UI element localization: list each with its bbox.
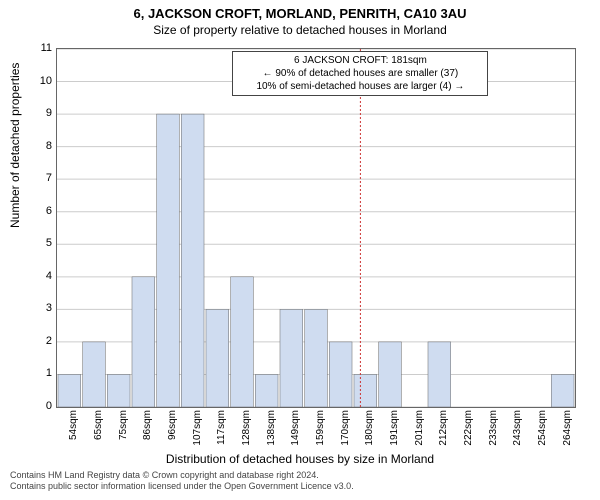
- bar: [428, 342, 451, 407]
- x-tick: 75sqm: [118, 410, 129, 440]
- y-tick: 10: [40, 75, 52, 87]
- x-axis-label: Distribution of detached houses by size …: [0, 452, 600, 466]
- bar: [58, 374, 81, 407]
- x-tick: 107sqm: [192, 410, 203, 446]
- annotation-line2: ← 90% of detached houses are smaller (37…: [237, 67, 483, 80]
- footer-attribution: Contains HM Land Registry data © Crown c…: [10, 470, 354, 492]
- bar: [354, 374, 377, 407]
- bar: [379, 342, 402, 407]
- annotation-line3: 10% of semi-detached houses are larger (…: [237, 80, 483, 93]
- bar: [157, 114, 180, 407]
- bar: [551, 374, 574, 407]
- y-tick: 5: [46, 237, 52, 249]
- bar: [206, 309, 229, 407]
- x-tick: 222sqm: [463, 410, 474, 446]
- y-tick: 2: [46, 335, 52, 347]
- y-tick: 3: [46, 302, 52, 314]
- bar: [329, 342, 352, 407]
- bar: [280, 309, 303, 407]
- x-tick: 243sqm: [512, 410, 523, 446]
- bar: [132, 277, 155, 407]
- x-tick: 233sqm: [488, 410, 499, 446]
- x-tick: 128sqm: [241, 410, 252, 446]
- x-tick: 170sqm: [340, 410, 351, 446]
- y-tick: 8: [46, 140, 52, 152]
- x-tick: 54sqm: [68, 410, 79, 440]
- y-tick: 9: [46, 107, 52, 119]
- x-tick: 159sqm: [315, 410, 326, 446]
- x-tick: 191sqm: [389, 410, 400, 446]
- bar: [181, 114, 204, 407]
- y-tick: 1: [46, 367, 52, 379]
- y-tick: 0: [46, 400, 52, 412]
- y-axis-label: Number of detached properties: [8, 63, 22, 228]
- x-tick: 264sqm: [562, 410, 573, 446]
- y-tick: 7: [46, 172, 52, 184]
- y-tick: 6: [46, 205, 52, 217]
- chart-title: 6, JACKSON CROFT, MORLAND, PENRITH, CA10…: [0, 0, 600, 21]
- chart-subtitle: Size of property relative to detached ho…: [0, 21, 600, 41]
- x-tick: 212sqm: [438, 410, 449, 446]
- annotation-line1: 6 JACKSON CROFT: 181sqm: [237, 54, 483, 67]
- bar: [231, 277, 254, 407]
- x-tick: 180sqm: [364, 410, 375, 446]
- bar: [255, 374, 278, 407]
- footer-line2: Contains public sector information licen…: [10, 481, 354, 492]
- footer-line1: Contains HM Land Registry data © Crown c…: [10, 470, 354, 481]
- y-tick: 11: [41, 42, 52, 54]
- y-tick: 4: [46, 270, 52, 282]
- bar: [107, 374, 130, 407]
- bar: [83, 342, 106, 407]
- x-tick: 149sqm: [290, 410, 301, 446]
- x-tick: 96sqm: [167, 410, 178, 440]
- chart-plot-area: 6 JACKSON CROFT: 181sqm ← 90% of detache…: [56, 48, 576, 408]
- x-tick: 138sqm: [266, 410, 277, 446]
- bar: [305, 309, 328, 407]
- annotation-box: 6 JACKSON CROFT: 181sqm ← 90% of detache…: [232, 51, 488, 96]
- x-tick: 65sqm: [93, 410, 104, 440]
- x-tick: 254sqm: [537, 410, 548, 446]
- x-tick: 86sqm: [142, 410, 153, 440]
- x-tick: 117sqm: [216, 410, 227, 445]
- x-tick: 201sqm: [414, 410, 425, 446]
